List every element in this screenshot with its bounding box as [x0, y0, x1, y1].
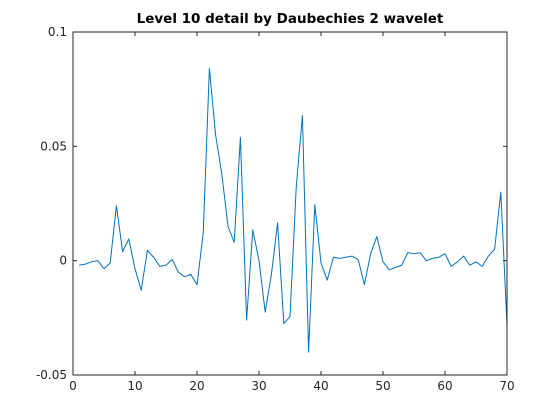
axes-box — [72, 31, 508, 376]
series-layer — [79, 68, 508, 353]
x-axis-ticks: 0 10 20 30 40 50 60 70 — [69, 32, 515, 393]
x-tick-label-60: 60 — [437, 379, 452, 393]
x-tick-label-10: 10 — [127, 379, 142, 393]
y-tick-label-0.05: 0.05 — [40, 139, 67, 153]
chart-title: Level 10 detail by Daubechies 2 wavelet — [137, 11, 444, 27]
plot-area — [73, 32, 507, 375]
x-tick-label-50: 50 — [375, 379, 390, 393]
x-tick-label-30: 30 — [251, 379, 266, 393]
x-tick-label-0: 0 — [69, 379, 77, 393]
series-line-1 — [79, 68, 508, 353]
y-tick-label-0: 0 — [59, 254, 67, 268]
x-tick-label-70: 70 — [499, 379, 514, 393]
y-tick-label-0.1: 0.1 — [48, 25, 67, 39]
x-tick-label-40: 40 — [313, 379, 328, 393]
y-tick-label--0.05: -0.05 — [36, 368, 67, 382]
x-tick-label-20: 20 — [189, 379, 204, 393]
y-axis-ticks: -0.05 0 0.05 0.1 — [36, 25, 507, 382]
